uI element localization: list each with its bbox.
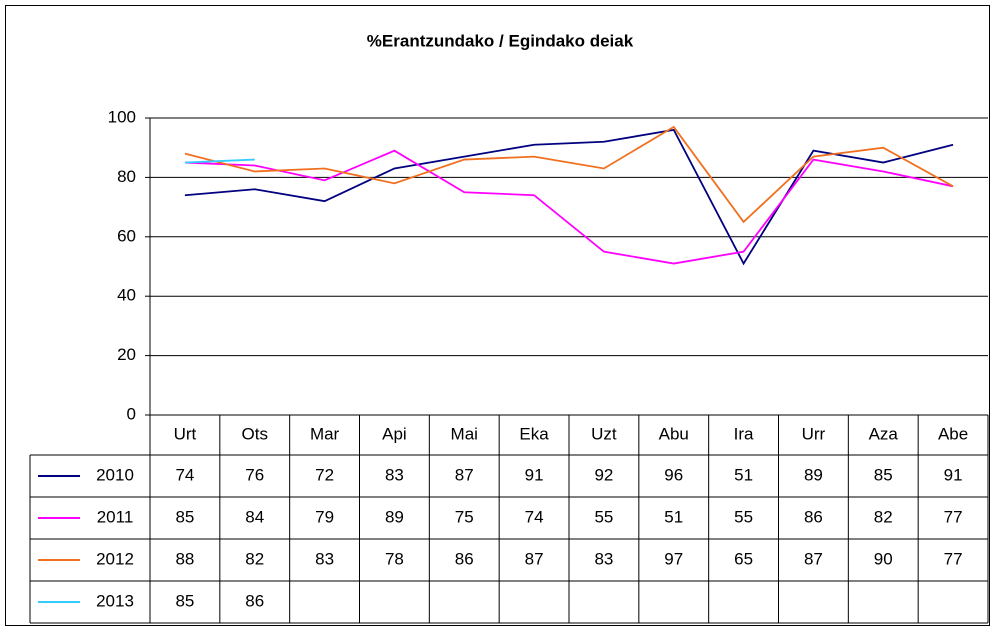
table-value: 83 [594,549,613,568]
table-value: 86 [804,507,823,526]
table-value: 55 [734,507,753,526]
table-value: 51 [664,507,683,526]
table-value: 85 [175,591,194,610]
table-value: 85 [874,465,893,484]
x-tick-label: Eka [519,424,549,443]
table-value: 72 [315,465,334,484]
table-value: 91 [944,465,963,484]
series-line [184,158,255,164]
table-value: 51 [734,465,753,484]
table-value: 76 [245,465,264,484]
x-tick-label: Aza [869,424,899,443]
chart-border [5,5,990,626]
table-value: 65 [734,549,753,568]
table-value: 83 [385,465,404,484]
legend-label: 2012 [96,549,134,568]
chart-title: %Erantzundako / Egindako deiak [367,31,634,50]
x-tick-label: Uzt [591,424,617,443]
table-value: 89 [804,465,823,484]
table-value: 96 [664,465,683,484]
table-value: 78 [385,549,404,568]
y-tick-label: 20 [117,345,136,364]
x-tick-label: Ira [734,424,754,443]
y-tick-label: 40 [117,286,136,305]
table-value: 87 [455,465,474,484]
table-value: 87 [525,549,544,568]
x-tick-label: Urt [174,424,197,443]
legend-label: 2010 [96,465,134,484]
table-value: 86 [455,549,474,568]
table-value: 75 [455,507,474,526]
table-value: 84 [245,507,264,526]
x-tick-label: Ots [242,424,268,443]
y-tick-label: 60 [117,226,136,245]
x-tick-label: Mar [310,424,340,443]
y-tick-label: 0 [127,404,136,423]
table-value: 77 [944,549,963,568]
legend-label: 2013 [96,591,134,610]
table-value: 90 [874,549,893,568]
table-value: 92 [594,465,613,484]
table-value: 85 [175,507,194,526]
x-tick-label: Mai [451,424,478,443]
x-tick-label: Api [382,424,407,443]
table-value: 88 [175,549,194,568]
table-value: 82 [874,507,893,526]
table-value: 82 [245,549,264,568]
table-value: 89 [385,507,404,526]
x-tick-label: Urr [802,424,826,443]
table-value: 55 [594,507,613,526]
series-line [184,125,954,224]
y-tick-label: 80 [117,167,136,186]
series-line [184,128,954,266]
table-value: 83 [315,549,334,568]
x-tick-label: Abe [938,424,968,443]
table-value: 91 [525,465,544,484]
series-line [184,149,954,265]
y-tick-label: 100 [108,107,136,126]
legend-label: 2011 [97,507,134,526]
table-value: 79 [315,507,334,526]
table-value: 74 [175,465,194,484]
table-value: 97 [664,549,683,568]
table-value: 77 [944,507,963,526]
x-tick-label: Abu [659,424,689,443]
table-value: 74 [525,507,544,526]
table-value: 87 [804,549,823,568]
table-value: 86 [245,591,264,610]
